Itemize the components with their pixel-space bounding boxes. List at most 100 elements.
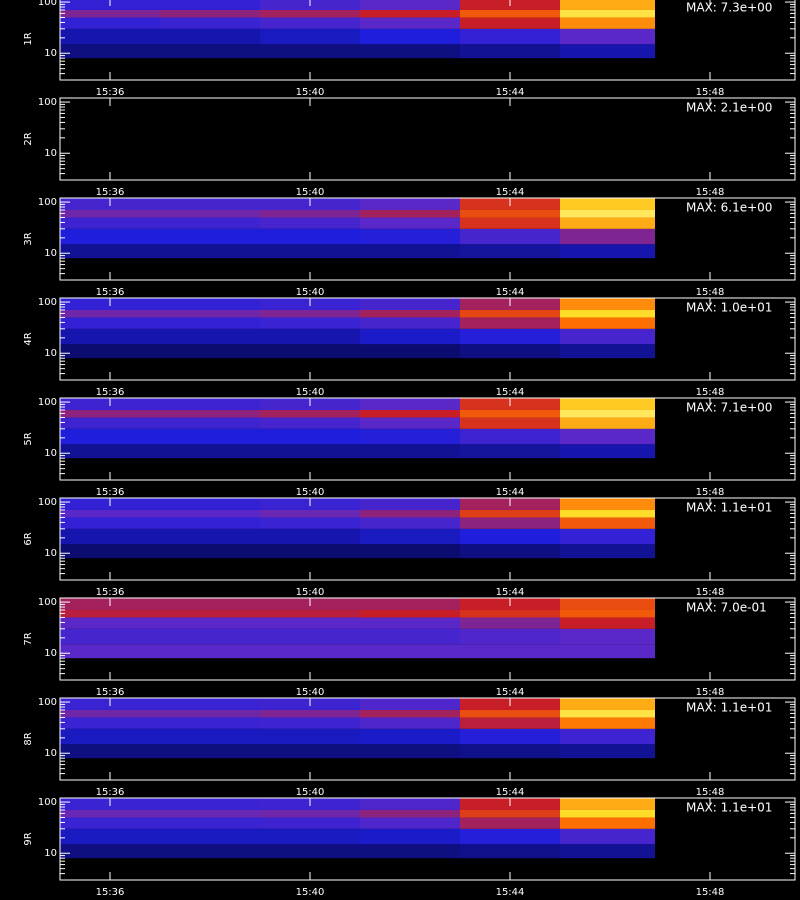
heat-cell: [360, 744, 460, 759]
heat-cell: [360, 44, 460, 59]
heat-cell: [60, 817, 160, 829]
heat-cell: [260, 617, 360, 629]
heat-cell: [560, 509, 655, 518]
heat-cell: [360, 609, 460, 618]
x-tick-label: 15:40: [296, 87, 325, 98]
x-tick-label: 15:44: [496, 387, 525, 398]
heat-cell: [160, 609, 260, 618]
heat-cell: [160, 298, 260, 310]
heat-cell: [560, 498, 655, 510]
heat-cell: [560, 844, 655, 859]
heat-cell: [560, 617, 655, 629]
heat-cell: [560, 0, 655, 10]
heat-cell: [260, 28, 360, 45]
max-annotation: MAX: 6.1e+00: [686, 201, 772, 215]
heat-cell: [360, 628, 460, 645]
heat-cell: [160, 444, 260, 459]
heat-cell: [260, 444, 360, 459]
heat-cell: [160, 428, 260, 445]
heat-cell: [60, 809, 160, 818]
plot-frame: [59, 0, 796, 81]
heat-cell: [160, 44, 260, 59]
panel: 15:36 15:40 15:44 15:48 10 100 7R MAX: 7.0e-01: [23, 597, 796, 698]
x-tick-label: 15:40: [296, 287, 325, 298]
x-tick-label: 15:44: [496, 887, 525, 898]
heat-cell: [260, 809, 360, 818]
heat-cell: [160, 509, 260, 518]
panel: 15:36 15:40 15:44 15:48 10 100 8R MAX: 1.1e+01: [23, 697, 796, 798]
heat-cell: [360, 398, 460, 410]
heat-cell: [60, 517, 160, 529]
heat-cell: [160, 9, 260, 18]
x-tick-label: 15:44: [496, 687, 525, 698]
heat-cell: [160, 344, 260, 359]
heat-cell: [60, 428, 160, 445]
heat-cell: [260, 517, 360, 529]
heat-cell: [60, 744, 160, 759]
heat-cell: [360, 509, 460, 518]
y-tick-label: 10: [44, 848, 57, 859]
panel: 15:36 15:40 15:44 15:48 10 100 2R MAX: 2.1e+00: [23, 97, 796, 198]
x-tick-label: 15:40: [296, 787, 325, 798]
heat-cell: [160, 598, 260, 610]
heat-cell: [560, 809, 655, 818]
heat-cell: [60, 628, 160, 645]
y-tick-label: 10: [44, 748, 57, 759]
heat-cell: [460, 444, 560, 459]
heat-cell: [460, 428, 560, 445]
y-axis-label: 6R: [23, 532, 34, 545]
heat-cell: [360, 298, 460, 310]
x-tick-label: 15:44: [496, 787, 525, 798]
x-tick-label: 15:44: [496, 487, 525, 498]
heat-cell: [260, 528, 360, 545]
plot-frame: [59, 597, 796, 681]
y-axis-label: 2R: [23, 132, 34, 145]
plot-frame: [59, 297, 796, 381]
heat-cell: [360, 198, 460, 210]
heat-cell: [360, 709, 460, 718]
heat-cell: [460, 217, 560, 229]
plot-frame: [59, 97, 796, 181]
x-tick-label: 15:36: [96, 187, 125, 198]
heat-cell: [560, 428, 655, 445]
heat-cell: [160, 309, 260, 318]
x-tick-label: 15:48: [696, 487, 725, 498]
heat-cell: [560, 709, 655, 718]
heat-cell: [60, 528, 160, 545]
heat-cell: [60, 209, 160, 218]
heat-cell: [360, 9, 460, 18]
heat-cell: [160, 744, 260, 759]
heat-cell: [60, 28, 160, 45]
y-tick-label: 10: [44, 148, 57, 159]
heat-cell: [160, 617, 260, 629]
heat-cell: [160, 317, 260, 329]
heat-cell: [260, 709, 360, 718]
y-tick-label: 100: [38, 297, 57, 308]
x-tick-label: 15:48: [696, 887, 725, 898]
plot-frame: [59, 197, 796, 281]
heat-cell: [260, 817, 360, 829]
heat-cell: [160, 0, 260, 10]
heat-cell: [260, 544, 360, 559]
max-annotation: MAX: 1.1e+01: [686, 801, 772, 815]
heat-cell: [560, 17, 655, 29]
y-tick-label: 100: [38, 497, 57, 508]
heat-cell: [160, 709, 260, 718]
heat-cell: [260, 244, 360, 259]
y-tick-label: 10: [44, 648, 57, 659]
heat-cell: [560, 517, 655, 529]
heat-cell: [560, 417, 655, 429]
heat-cell: [60, 544, 160, 559]
heat-cell: [260, 44, 360, 59]
x-tick-label: 15:48: [696, 687, 725, 698]
heat-cell: [160, 217, 260, 229]
x-tick-label: 15:36: [96, 887, 125, 898]
heat-cell: [160, 817, 260, 829]
y-tick-label: 100: [38, 797, 57, 808]
heat-cell: [260, 228, 360, 245]
y-axis-label: 3R: [23, 232, 34, 245]
heat-cell: [260, 317, 360, 329]
heat-cell: [460, 617, 560, 629]
x-tick-label: 15:44: [496, 587, 525, 598]
